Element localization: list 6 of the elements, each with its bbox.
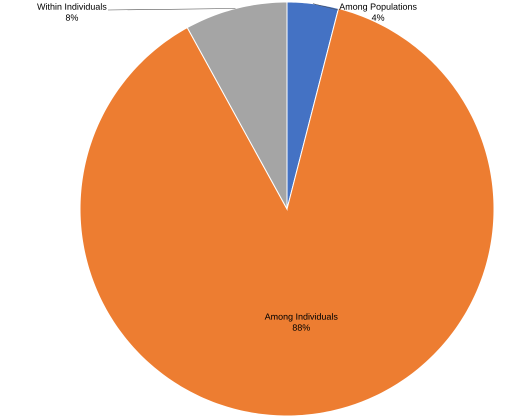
data-label: 4% <box>372 14 384 21</box>
data-label: 88% <box>292 324 310 331</box>
slice-label: Among Individuals <box>264 313 338 322</box>
slice-label: Among Populations <box>339 3 417 12</box>
slice-label: Within Individuals <box>37 3 106 10</box>
data-label: 8% <box>66 14 78 21</box>
